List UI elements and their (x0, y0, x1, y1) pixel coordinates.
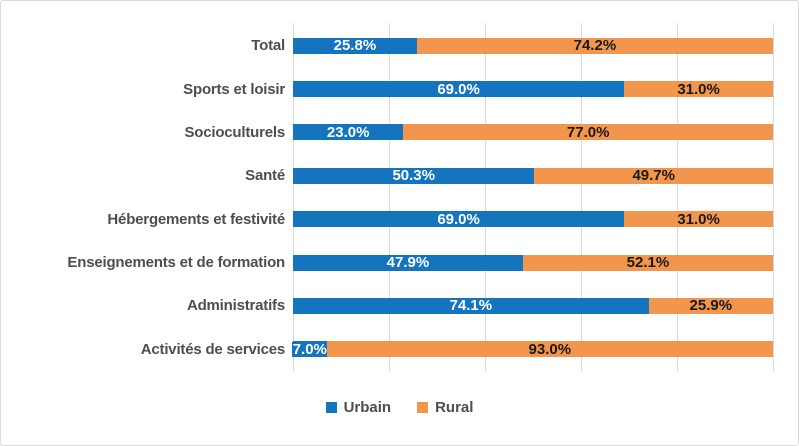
category-label: Administratifs (186, 297, 285, 315)
rural-swatch-icon (417, 402, 429, 413)
bar-track: 47.9% 52.1% (293, 254, 773, 272)
bar-row: Enseignements et de formation 47.9% 52.1% (1, 241, 798, 284)
urbain-value-label: 69.0% (436, 210, 481, 228)
bar-row: Administratifs 74.1% 25.9% (1, 284, 798, 327)
bar-track: 69.0% 31.0% (293, 210, 773, 228)
category-label: Santé (245, 167, 285, 185)
urbain-segment: 7.0% (291, 340, 328, 358)
category-label: Socioculturels (184, 123, 285, 141)
urbain-segment: 69.0% (293, 80, 625, 98)
bar-track: 69.0% 31.0% (293, 80, 773, 98)
rural-value-label: 77.0% (565, 123, 611, 141)
urbain-segment: 74.1% (293, 297, 649, 315)
rural-segment: 49.7% (534, 167, 773, 185)
urbain-segment: 47.9% (293, 254, 523, 272)
bar-row: Santé 50.3% 49.7% (1, 154, 798, 197)
gridline (388, 23, 390, 372)
bar-track: 7.0% 93.0% (291, 340, 773, 358)
gridline (772, 23, 774, 372)
rural-segment: 52.1% (522, 254, 773, 272)
urbain-segment: 69.0% (293, 210, 625, 228)
bar-row: Socioculturels 23.0% 77.0% (1, 111, 798, 154)
legend-label: Rural (435, 399, 474, 416)
bar-row: Sports et loisir 69.0% 31.0% (1, 67, 798, 110)
rural-segment: 31.0% (624, 80, 773, 98)
urbain-value-label: 74.1% (448, 297, 494, 315)
rural-segment: 77.0% (403, 123, 773, 141)
urbain-value-label: 25.8% (332, 37, 378, 55)
bar-track: 23.0% 77.0% (293, 123, 773, 141)
urbain-value-label: 23.0% (325, 123, 371, 141)
rural-value-label: 25.9% (688, 297, 734, 315)
urbain-value-label: 7.0% (291, 340, 328, 358)
bar-track: 74.1% 25.9% (293, 297, 773, 315)
category-label: Total (251, 37, 285, 55)
rural-value-label: 74.2% (572, 37, 618, 55)
bar-track: 25.8% 74.2% (293, 37, 773, 55)
rural-segment: 74.2% (416, 37, 773, 55)
rural-segment: 31.0% (624, 210, 773, 228)
category-label: Activités de services (140, 340, 285, 358)
bar-row: Activités de services 7.0% 93.0% (1, 328, 798, 371)
urbain-value-label: 69.0% (436, 80, 481, 98)
rural-value-label: 52.1% (625, 254, 671, 272)
bar-row: Total 25.8% 74.2% (1, 24, 798, 67)
rural-value-label: 49.7% (631, 167, 676, 185)
rural-segment: 25.9% (648, 297, 773, 315)
plot-gridlines (292, 23, 774, 372)
urbain-value-label: 47.9% (385, 254, 431, 272)
rural-value-label: 31.0% (676, 80, 721, 98)
urbain-segment: 50.3% (293, 167, 535, 185)
rural-segment: 93.0% (326, 340, 773, 358)
urbain-segment: 23.0% (293, 123, 404, 141)
legend: Urbain Rural (1, 399, 798, 416)
gridline (580, 23, 582, 372)
gridline (676, 23, 678, 372)
legend-item-urbain: Urbain (325, 399, 392, 416)
rural-value-label: 31.0% (676, 210, 721, 228)
gridline (484, 23, 486, 372)
gridline (292, 23, 294, 372)
urbain-swatch-icon (325, 402, 337, 413)
category-label: Sports et loisir (183, 80, 285, 98)
rural-value-label: 93.0% (527, 340, 573, 358)
legend-label: Urbain (343, 399, 392, 416)
bar-row: Hébergements et festivité 69.0% 31.0% (1, 198, 798, 241)
legend-item-rural: Rural (417, 399, 473, 416)
plot-area: Total 25.8% 74.2% Sports et loisir 69.0% 31.0… (1, 24, 798, 371)
category-label: Hébergements et festivité (107, 210, 285, 228)
urbain-segment: 25.8% (293, 37, 417, 55)
bar-track: 50.3% 49.7% (293, 167, 773, 185)
category-label: Enseignements et de formation (67, 254, 285, 272)
urbain-value-label: 50.3% (391, 167, 436, 185)
